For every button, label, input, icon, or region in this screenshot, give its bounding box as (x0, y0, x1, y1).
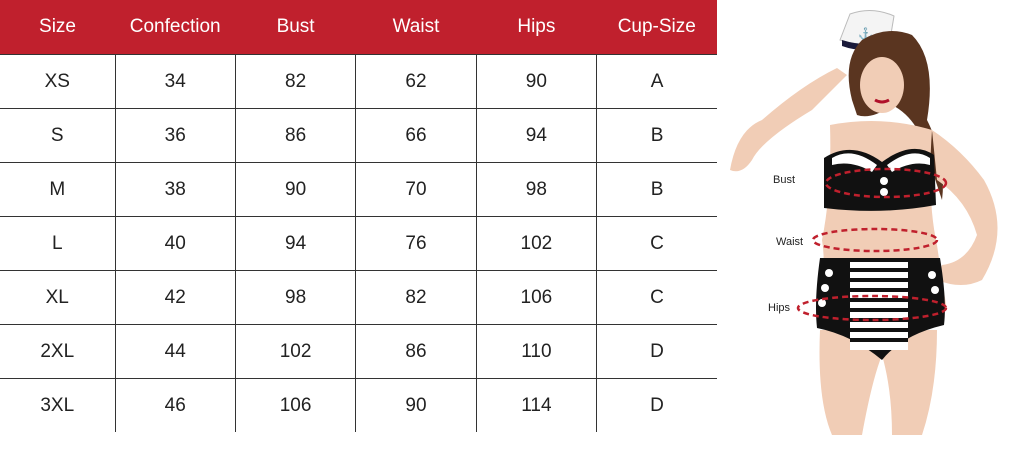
table-cell: D (596, 378, 717, 432)
hips-measure-line (796, 294, 948, 322)
table-cell: 38 (114, 162, 236, 217)
table-row: L 40 94 76 102 C (0, 216, 717, 271)
table-cell: 36 (114, 108, 236, 163)
table-cell: 106 (475, 270, 598, 325)
table-cell: M (0, 162, 116, 217)
table-cell: B (596, 162, 717, 217)
bust-measure-line (824, 167, 948, 199)
column-header-confection: Confection (115, 0, 236, 55)
table-cell: 90 (234, 162, 357, 217)
table-cell: 98 (475, 162, 598, 217)
table-cell: 98 (234, 270, 357, 325)
table-cell: D (596, 324, 717, 379)
table-cell: 34 (114, 54, 236, 109)
table-cell: A (596, 54, 717, 109)
hips-label: Hips (768, 302, 791, 314)
table-cell: C (596, 270, 717, 325)
table-cell: 44 (114, 324, 236, 379)
table-cell: 2XL (0, 324, 116, 379)
table-cell: 114 (475, 378, 598, 432)
table-cell: S (0, 108, 116, 163)
table-cell: 46 (114, 378, 236, 432)
table-cell: 86 (355, 324, 477, 379)
model-measurement-figure: ⚓ Bust Waist Hips (730, 10, 998, 435)
table-cell: 90 (475, 54, 598, 109)
table-cell: 66 (355, 108, 477, 163)
table-header-row: Size Confection Bust Waist Hips Cup-Size (0, 0, 717, 55)
table-cell: 62 (355, 54, 477, 109)
column-header-size: Size (0, 0, 115, 55)
table-cell: XL (0, 270, 116, 325)
table-cell: 3XL (0, 378, 116, 432)
table-cell: L (0, 216, 116, 271)
table-cell: 94 (475, 108, 598, 163)
table-cell: 76 (355, 216, 477, 271)
bust-label: Bust (773, 174, 795, 186)
table-row: M 38 90 70 98 B (0, 162, 717, 217)
column-header-hips: Hips (476, 0, 597, 55)
table-cell: 90 (355, 378, 477, 432)
table-cell: 102 (234, 324, 357, 379)
waist-measure-line (811, 227, 939, 253)
table-cell: 102 (475, 216, 598, 271)
table-cell: 86 (234, 108, 357, 163)
table-cell: 110 (475, 324, 598, 379)
table-cell: 42 (114, 270, 236, 325)
table-cell: 94 (234, 216, 357, 271)
table-cell: XS (0, 54, 116, 109)
table-row: 2XL 44 102 86 110 D (0, 324, 717, 379)
column-header-cup-size: Cup-Size (596, 0, 717, 55)
column-header-bust: Bust (235, 0, 356, 55)
table-row: XS 34 82 62 90 A (0, 54, 717, 109)
table-row: 3XL 46 106 90 114 D (0, 378, 717, 432)
table-cell: 40 (114, 216, 236, 271)
table-cell: 82 (234, 54, 357, 109)
table-row: XL 42 98 82 106 C (0, 270, 717, 325)
column-header-waist: Waist (355, 0, 477, 55)
table-row: S 36 86 66 94 B (0, 108, 717, 163)
size-chart-table: Size Confection Bust Waist Hips Cup-Size XS 34… (0, 0, 717, 432)
table-cell: B (596, 108, 717, 163)
table-cell: 106 (234, 378, 357, 432)
waist-label: Waist (776, 236, 803, 248)
table-cell: 82 (355, 270, 477, 325)
table-cell: C (596, 216, 717, 271)
table-cell: 70 (355, 162, 477, 217)
